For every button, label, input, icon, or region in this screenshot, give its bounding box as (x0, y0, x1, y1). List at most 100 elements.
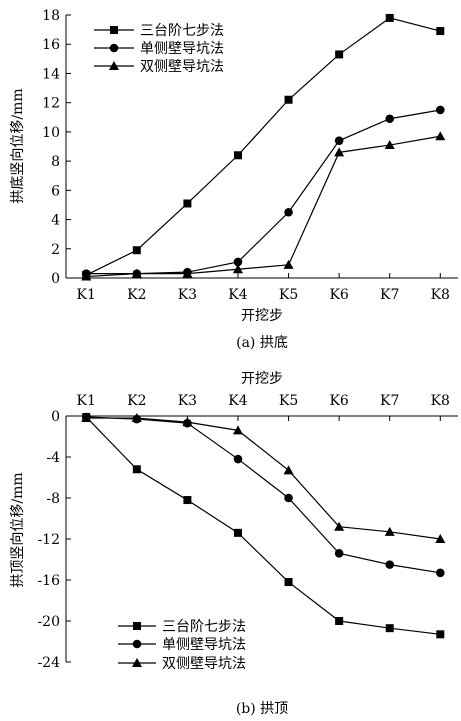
data-point (385, 560, 395, 569)
chart-panel-2: 0 -4 -8 -12 -16 -20 -24 K1 K2 K3 K4 K5 K6 K7 K8 开挖步拱顶竖向… (10, 371, 458, 717)
x-tick-label: K7 (380, 287, 399, 303)
x-tick-label: K6 (329, 287, 348, 303)
y-tick-label: -4 (46, 450, 60, 466)
y-tick-label: 8 (51, 154, 60, 170)
data-point (283, 259, 294, 269)
chart-panel-1: 0 2 4 6 8 10 12 14 16 18 K1 K2 K3 K4 K5 K6 K7 K8 开挖步 拱底竖向位移… (10, 8, 458, 351)
series-line (85, 17, 441, 276)
x-tick-label: K1 (77, 287, 96, 303)
y-tick-label: -12 (37, 532, 60, 548)
legend-label: 三台阶七步法 (162, 619, 246, 635)
series-square (82, 413, 445, 639)
data-point (385, 13, 394, 22)
legend-marker (109, 43, 119, 53)
x-tick-label: K6 (329, 393, 348, 409)
data-point (132, 465, 141, 474)
data-point (132, 246, 141, 255)
panel-caption: (a) 拱底 (236, 335, 288, 351)
x-tick-label: K2 (127, 287, 146, 303)
x-axis-title: 开挖步 (241, 308, 283, 324)
data-point (233, 454, 243, 464)
data-point (385, 114, 395, 124)
data-point (334, 549, 344, 558)
data-point (384, 140, 395, 150)
x-tick-label: K4 (228, 393, 247, 409)
data-point (81, 413, 92, 423)
x-tick-label: K3 (178, 287, 197, 303)
x-tick-label: K5 (279, 287, 298, 303)
series-triangle (81, 413, 446, 543)
data-point (435, 105, 445, 115)
y-tick-label: -16 (37, 573, 60, 589)
legend-entry: 单侧壁导坑法 (94, 41, 224, 57)
series-line (86, 416, 441, 574)
y-tick-label: 2 (51, 242, 60, 258)
y-tick-label: -20 (37, 614, 60, 630)
data-point (284, 493, 293, 503)
y-tick-label: 16 (42, 37, 60, 53)
legend-entry: 三台阶七步法 (118, 619, 246, 635)
series-line (85, 416, 441, 635)
data-point (284, 578, 293, 587)
legend-marker (132, 658, 142, 667)
y-tick-label: 0 (51, 409, 60, 425)
legend-entry: 双侧壁导坑法 (94, 59, 224, 75)
data-point (435, 534, 446, 543)
legend-entry: 三台阶七步法 (94, 23, 224, 39)
x-tick-label: K4 (228, 287, 247, 303)
data-point (131, 268, 142, 278)
legend-marker (110, 26, 118, 34)
data-point (232, 264, 243, 274)
data-point (335, 617, 344, 625)
y-tick-label: 0 (51, 271, 60, 287)
y-axis-title: 拱底竖向位移/mm (10, 88, 26, 203)
legend-marker (109, 61, 119, 70)
y-tick-label: 14 (42, 66, 60, 82)
data-point (182, 417, 193, 427)
legend-entry: 单侧壁导坑法 (118, 637, 246, 653)
legend-label: 双侧壁导坑法 (162, 656, 246, 672)
y-tick-label: 12 (42, 96, 60, 112)
legend-marker (132, 639, 142, 649)
legend-marker (133, 622, 141, 630)
y-tick-label: 10 (42, 125, 60, 141)
y-tick-label: -24 (37, 655, 60, 671)
series-circle (81, 412, 445, 578)
data-point (233, 151, 242, 160)
data-point (183, 496, 192, 505)
data-point (334, 136, 344, 145)
data-point (233, 528, 242, 537)
x-tick-label: K7 (380, 393, 399, 409)
data-point (81, 271, 92, 281)
y-axis-title: 拱顶竖向位移/mm (10, 472, 26, 587)
series-line (86, 135, 441, 278)
legend-label: 三台阶七步法 (140, 23, 224, 39)
panel-caption: (b) 拱顶 (236, 701, 288, 717)
x-tick-label: K1 (77, 393, 96, 409)
y-tick-label: 18 (42, 8, 60, 24)
data-point (232, 425, 243, 435)
data-point (233, 257, 243, 267)
data-point (335, 50, 344, 59)
x-tick-label: K2 (127, 393, 146, 409)
data-point (334, 521, 345, 531)
data-point (435, 131, 446, 141)
data-point (334, 147, 345, 157)
x-tick-label: K8 (431, 393, 450, 409)
data-point (385, 624, 394, 633)
x-tick-label: K3 (178, 393, 197, 409)
data-point (131, 413, 142, 423)
y-tick-label: 4 (51, 213, 60, 229)
data-point (384, 526, 395, 536)
data-point (183, 199, 192, 208)
data-point (284, 95, 293, 104)
data-point (435, 568, 445, 578)
legend-label: 双侧壁导坑法 (140, 59, 224, 75)
data-point (283, 465, 294, 475)
y-tick-label: -8 (46, 491, 60, 507)
series-line (86, 417, 441, 540)
legend-label: 单侧壁导坑法 (162, 637, 246, 653)
series-triangle (81, 131, 446, 281)
data-point (182, 268, 193, 278)
